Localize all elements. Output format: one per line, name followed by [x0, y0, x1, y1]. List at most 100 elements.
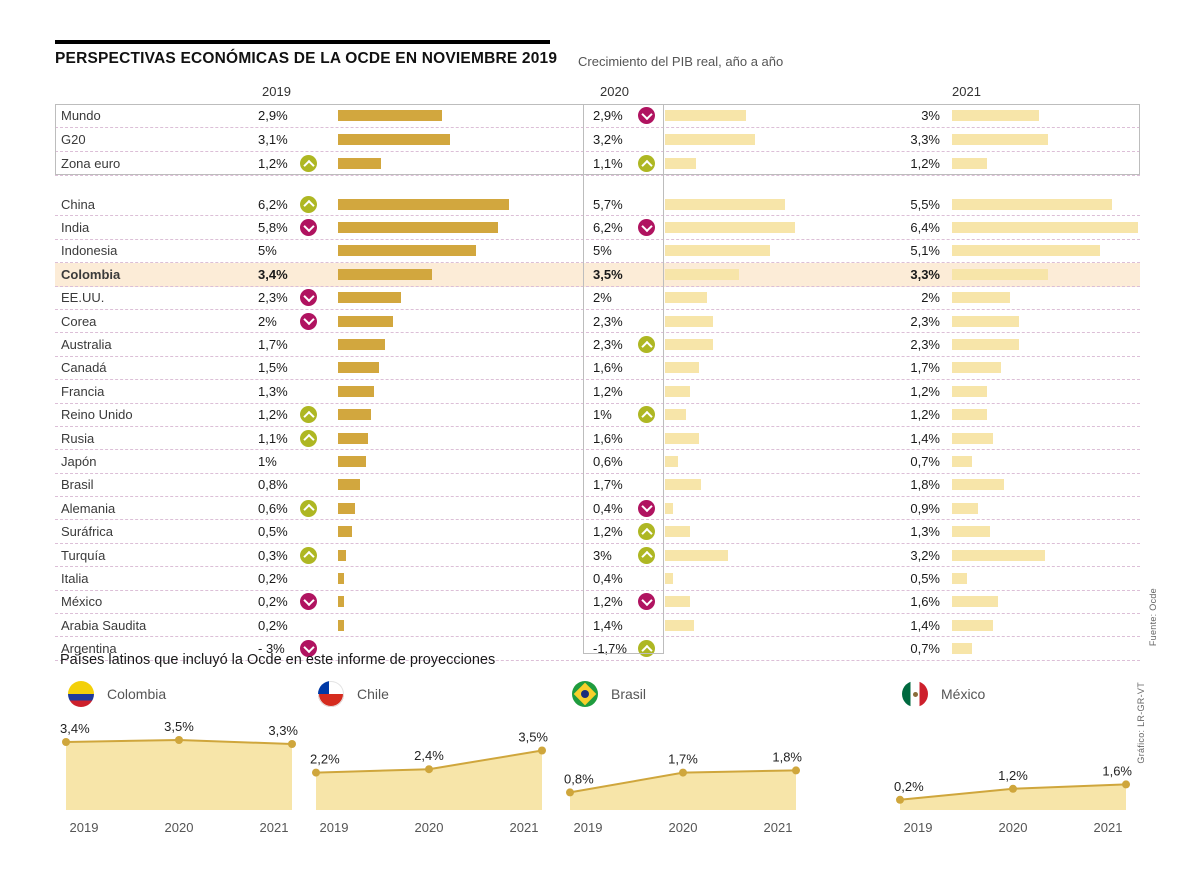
table-row-alemania: Alemania 0,6% 0,4% 0,9%	[55, 497, 1140, 521]
value-2020-canada: 1,6%	[593, 360, 623, 376]
decrease-arrow-icon	[638, 499, 655, 517]
decrease-arrow-icon	[638, 219, 655, 237]
value-label: 1,6%	[1102, 763, 1132, 778]
value-2021-rusia: 1,4%	[910, 430, 940, 446]
chevron-down-glyph	[640, 594, 653, 606]
bar-area-2020-g20	[662, 128, 905, 151]
arrow-cell-2020-italia	[638, 567, 662, 589]
table-row-italia: Italia 0,2% 0,4% 0,5%	[55, 567, 1140, 591]
value-2019-corea: 2%	[258, 313, 277, 329]
value-2020-zona-euro: 1,1%	[593, 156, 623, 171]
value-2019-ee-uu: 2,3%	[258, 290, 288, 306]
bar-2021-china	[952, 198, 1112, 210]
year-label: 2019	[70, 820, 99, 835]
bar-2019-italia	[338, 572, 344, 584]
chevron-down-glyph	[302, 220, 315, 232]
value-2019-mexico: 0,2%	[258, 594, 288, 610]
arrow-cell-2019-arabia-saudita	[300, 614, 326, 636]
bar-area-2020-arabia-saudita	[662, 614, 905, 636]
value-label: 3,5%	[518, 730, 548, 745]
increase-arrow-icon	[638, 155, 655, 172]
bar-area-2021-brasil	[940, 474, 1140, 496]
value-label: 1,2%	[998, 768, 1028, 783]
brasil-flag-icon	[572, 681, 598, 707]
mini-chart-mexico: México 0,2% 2019 1,2% 2020 1,6% 2021	[892, 676, 1134, 840]
bar-area-2021-reino-unido	[940, 404, 1140, 426]
value-2021-alemania: 0,9%	[910, 500, 940, 516]
bar-2021-reino-unido	[952, 409, 987, 421]
bar-2019-canada	[338, 362, 380, 374]
arrow-cell-2019-canada	[300, 357, 326, 379]
arrow-cell-2019-alemania	[300, 497, 326, 519]
bar-2021-india	[952, 222, 1138, 234]
arrow-cell-2020-zona-euro	[638, 152, 662, 175]
decrease-arrow-icon	[300, 312, 317, 330]
chevron-up-glyph	[302, 504, 315, 516]
increase-arrow-icon	[638, 523, 655, 541]
bar-area-2020-francia	[662, 380, 905, 402]
bar-2019-mundo	[338, 110, 443, 121]
world-aggregates-group: Mundo 2,9% 2,9% 3% G20 3,1% 3,2% 3,3% Zona euro 1…	[55, 104, 1140, 176]
country-name-chile: Chile	[357, 686, 389, 702]
bar-2020-zona-euro	[665, 158, 696, 169]
bar-area-2021-francia	[940, 380, 1140, 402]
table-row-canada: Canadá 1,5% 1,6% 1,7%	[55, 357, 1140, 381]
arrow-cell-2020-argentina	[638, 637, 662, 659]
column-header-2019: 2019	[262, 84, 291, 99]
value-2019-brasil: 0,8%	[258, 477, 288, 493]
arrow-cell-2019-mexico	[300, 591, 326, 613]
bar-area-2020-alemania	[662, 497, 905, 519]
value-2019-g20: 3,1%	[258, 132, 288, 147]
page-title: PERSPECTIVAS ECONÓMICAS DE LA OCDE EN NO…	[55, 50, 558, 67]
bar-2021-rusia	[952, 432, 993, 444]
bar-area-2021-mundo	[940, 104, 1140, 127]
bar-2019-arabia-saudita	[338, 619, 344, 631]
value-2019-zona-euro: 1,2%	[258, 156, 288, 171]
bar-area-2020-brasil	[662, 474, 905, 496]
arrow-cell-2020-china	[638, 193, 662, 215]
area-chart-brasil: 0,8% 2019 1,7% 2020 1,8% 2021	[564, 749, 802, 835]
bar-area-2020-argentina	[662, 637, 905, 659]
table-row-china: China 6,2% 5,7% 5,5%	[55, 193, 1140, 217]
bar-area-2019-mexico	[326, 591, 583, 613]
value-2020-turquia: 3%	[593, 547, 612, 563]
bar-area-2020-colombia	[662, 263, 905, 285]
bar-area-2019-brasil	[326, 474, 583, 496]
data-point	[538, 746, 546, 755]
value-2019-francia: 1,3%	[258, 383, 288, 399]
bar-area-2021-mexico	[940, 591, 1140, 613]
bar-area-2019-francia	[326, 380, 583, 402]
bar-2020-rusia	[665, 432, 699, 444]
bar-2020-alemania	[665, 502, 674, 514]
bar-area-2019-italia	[326, 567, 583, 589]
bar-2020-china	[665, 198, 785, 210]
value-2019-india: 5,8%	[258, 220, 288, 236]
value-label: 3,5%	[164, 719, 194, 734]
table-row-ee-uu: EE.UU. 2,3% 2% 2%	[55, 287, 1140, 310]
value-2020-g20: 3,2%	[593, 132, 623, 147]
bar-2019-alemania	[338, 502, 355, 514]
bar-area-2020-mundo	[662, 104, 905, 127]
increase-arrow-icon	[300, 429, 317, 447]
country-label-zona-euro: Zona euro	[61, 156, 121, 171]
year-label: 2021	[764, 820, 793, 835]
bar-2019-australia	[338, 339, 385, 351]
country-label-brasil: Brasil	[61, 477, 94, 493]
value-2021-turquia: 3,2%	[910, 547, 940, 563]
value-2019-canada: 1,5%	[258, 360, 288, 376]
countries-group: China 6,2% 5,7% 5,5% India 5,8% 6,2% 6,4% Indone…	[55, 193, 1140, 661]
decrease-arrow-icon	[638, 107, 655, 124]
bar-area-2019-ee-uu	[326, 287, 583, 309]
table-row-arabia-saudita: Arabia Saudita 0,2% 1,4% 1,4%	[55, 614, 1140, 638]
arrow-cell-2020-japon	[638, 450, 662, 472]
arrow-cell-2020-turquia	[638, 544, 662, 566]
table-row-japon: Japón 1% 0,6% 0,7%	[55, 450, 1140, 474]
bar-2020-colombia	[665, 268, 739, 280]
bar-area-2021-surafrica	[940, 520, 1140, 542]
country-label-japon: Japón	[61, 453, 97, 469]
arrow-cell-2020-canada	[638, 357, 662, 379]
bar-area-2020-japon	[662, 450, 905, 472]
data-point	[425, 765, 433, 774]
data-point	[1009, 784, 1017, 793]
year-label: 2020	[415, 820, 444, 835]
